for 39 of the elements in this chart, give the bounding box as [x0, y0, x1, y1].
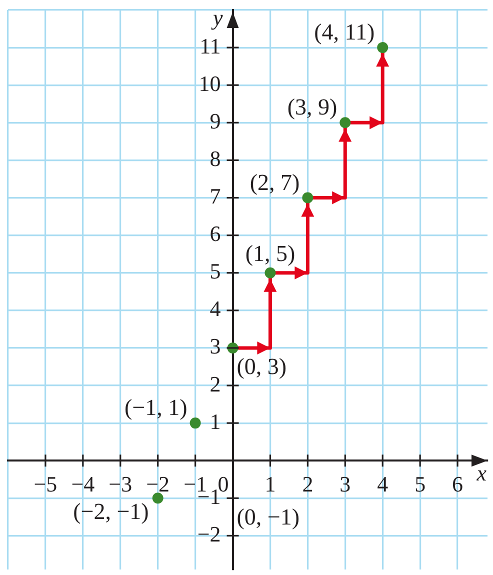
x-tick-label: −3	[108, 472, 132, 497]
x-tick-label: 0	[218, 472, 229, 497]
x-tick-label: 2	[302, 472, 314, 497]
x-tick-label: 1	[264, 472, 276, 497]
point	[302, 192, 314, 204]
y-tick-label: 11	[200, 33, 221, 58]
annotation: (−2, −1)	[73, 499, 149, 524]
annotation: (1, 5)	[245, 240, 296, 266]
y-tick-label: 6	[210, 221, 221, 246]
x-tick-label: −2	[146, 472, 170, 497]
x-tick-label: 4	[377, 472, 388, 497]
x-tick-label: 5	[414, 472, 426, 497]
y-tick-label: 1	[210, 408, 221, 434]
annotation: (4, 11)	[314, 20, 375, 45]
point	[190, 418, 201, 429]
annotation: (3, 9)	[287, 94, 338, 120]
y-tick-label: 5	[210, 258, 221, 284]
point	[152, 492, 164, 504]
x-tick-label: −4	[71, 472, 95, 497]
annotation: (0, −1)	[236, 504, 300, 530]
y-tick-label: 10	[198, 70, 221, 96]
y-tick-label: 8	[210, 146, 221, 171]
y-tick-label: 2	[210, 371, 221, 396]
annotation: (2, 7)	[250, 170, 300, 195]
y-tick-label: 7	[210, 184, 221, 209]
annotation: (−1, 1)	[124, 395, 188, 420]
y-tick-label: 9	[210, 108, 221, 134]
y-tick-label: 4	[210, 296, 221, 322]
point	[377, 42, 388, 54]
x-axis-title: x	[476, 460, 487, 486]
x-tick-label: 3	[340, 472, 351, 497]
point	[264, 267, 276, 278]
x-tick-label: 6	[452, 472, 464, 497]
y-tick-label: 3	[210, 334, 221, 359]
y-tick-label: −2	[197, 521, 221, 546]
point	[340, 117, 351, 128]
y-axis-title: y	[211, 5, 223, 30]
annotation: (0, 3)	[236, 354, 287, 379]
x-tick-label: −5	[34, 472, 58, 497]
